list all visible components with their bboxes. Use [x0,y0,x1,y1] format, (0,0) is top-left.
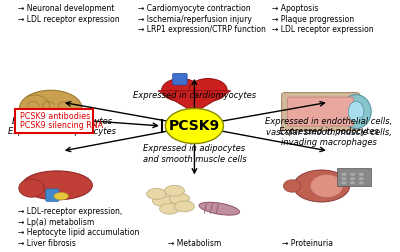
Ellipse shape [350,181,355,184]
Ellipse shape [348,101,364,122]
Text: PCSK9: PCSK9 [169,119,220,133]
FancyBboxPatch shape [282,92,360,131]
Ellipse shape [294,170,350,202]
Ellipse shape [170,193,190,204]
Ellipse shape [350,173,355,176]
Text: → Cardiomyocyte contraction
→ Ischemia/reperfusion injury
→ LRP1 expression/CTRP: → Cardiomyocyte contraction → Ischemia/r… [138,5,266,34]
Text: → Apoptosis
→ Plaque progression
→ LDL receptor expression: → Apoptosis → Plaque progression → LDL r… [272,5,374,34]
Ellipse shape [54,193,68,200]
Ellipse shape [341,181,346,184]
Ellipse shape [199,202,240,215]
Text: Expressed in astrocytes: Expressed in astrocytes [12,117,112,126]
Text: → Neuronal development
→ LDL receptor expression: → Neuronal development → LDL receptor ex… [18,5,120,24]
Ellipse shape [20,90,82,126]
Text: Expressed in hepatocytes: Expressed in hepatocytes [8,127,116,136]
Ellipse shape [22,171,92,200]
Text: Expressed in podocytes: Expressed in podocytes [279,127,379,136]
Text: PCSK9 antibodies: PCSK9 antibodies [20,112,90,121]
Ellipse shape [359,173,364,176]
Text: Expressed in endothelial cells,
vascular smooth muscle cells,
invading macrophag: Expressed in endothelial cells, vascular… [265,117,392,147]
Ellipse shape [147,188,166,199]
Ellipse shape [310,174,343,198]
Ellipse shape [341,95,371,129]
Ellipse shape [165,108,224,144]
FancyBboxPatch shape [337,168,371,186]
Text: PCSK9 silencing RNA: PCSK9 silencing RNA [20,121,103,130]
Text: Expressed in adipocytes
and smooth muscle cells: Expressed in adipocytes and smooth muscl… [143,144,246,164]
Text: → Proteinuria: → Proteinuria [282,239,332,247]
Ellipse shape [359,181,364,184]
Ellipse shape [350,177,355,180]
Ellipse shape [19,179,44,197]
Ellipse shape [164,185,184,196]
Ellipse shape [174,201,194,212]
Ellipse shape [162,79,200,101]
FancyBboxPatch shape [288,97,354,126]
Text: → LDL-receptor expression,
→ Lp(a) metabolism
→ Heptocyte lipid accumulation
→ L: → LDL-receptor expression, → Lp(a) metab… [18,207,140,247]
FancyBboxPatch shape [173,73,187,85]
Ellipse shape [284,180,301,192]
Text: Expressed in cardiomyocytes: Expressed in cardiomyocytes [133,91,256,100]
Ellipse shape [341,173,346,176]
FancyBboxPatch shape [46,189,59,201]
FancyBboxPatch shape [15,109,93,133]
Text: → Metabolism: → Metabolism [168,239,221,247]
Ellipse shape [153,196,172,206]
Ellipse shape [341,177,346,180]
Ellipse shape [189,79,227,101]
Ellipse shape [160,203,180,214]
Polygon shape [158,91,231,113]
Ellipse shape [359,177,364,180]
Ellipse shape [20,95,50,121]
